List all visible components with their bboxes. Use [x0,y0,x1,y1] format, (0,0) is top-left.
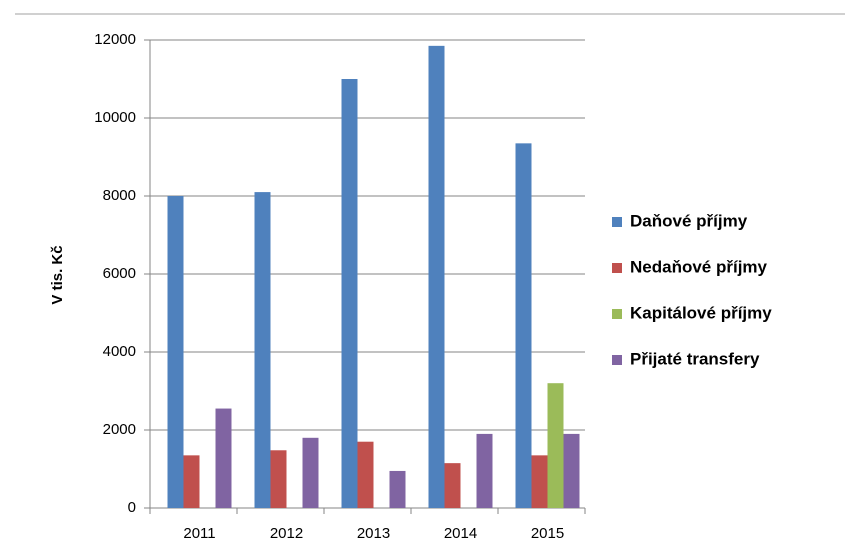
bar [215,408,232,508]
bar [302,437,319,508]
legend-label: Nedaňové příjmy [630,257,768,276]
bar [254,192,271,508]
x-tick-label: 2012 [270,525,303,542]
bar [547,383,564,508]
legend-label: Daňové příjmy [630,211,748,230]
legend-swatch [612,355,622,365]
legend-swatch [612,217,622,227]
y-tick-label: 12000 [94,31,136,48]
bar [428,45,445,508]
y-tick-label: 6000 [103,265,136,282]
bar [270,450,287,508]
y-tick-label: 0 [128,499,136,516]
y-axis-label: V tis. Kč [49,245,66,304]
bar [444,463,461,508]
bar [531,455,548,508]
legend-label: Přijaté transfery [630,349,760,368]
y-tick-label: 2000 [103,421,136,438]
x-tick-label: 2013 [357,525,390,542]
bar [389,470,406,508]
bar [515,143,532,508]
legend-swatch [612,309,622,319]
bar [167,196,184,508]
bar [341,79,358,508]
bar [357,441,374,508]
y-tick-label: 8000 [103,187,136,204]
x-tick-label: 2015 [531,525,564,542]
x-tick-label: 2014 [444,525,477,542]
y-tick-label: 4000 [103,343,136,360]
legend-label: Kapitálové příjmy [630,303,772,322]
x-tick-label: 2011 [183,525,215,542]
y-tick-label: 10000 [94,109,136,126]
bar [183,455,200,508]
legend-swatch [612,263,622,273]
bar [476,433,493,508]
bar [563,433,580,508]
